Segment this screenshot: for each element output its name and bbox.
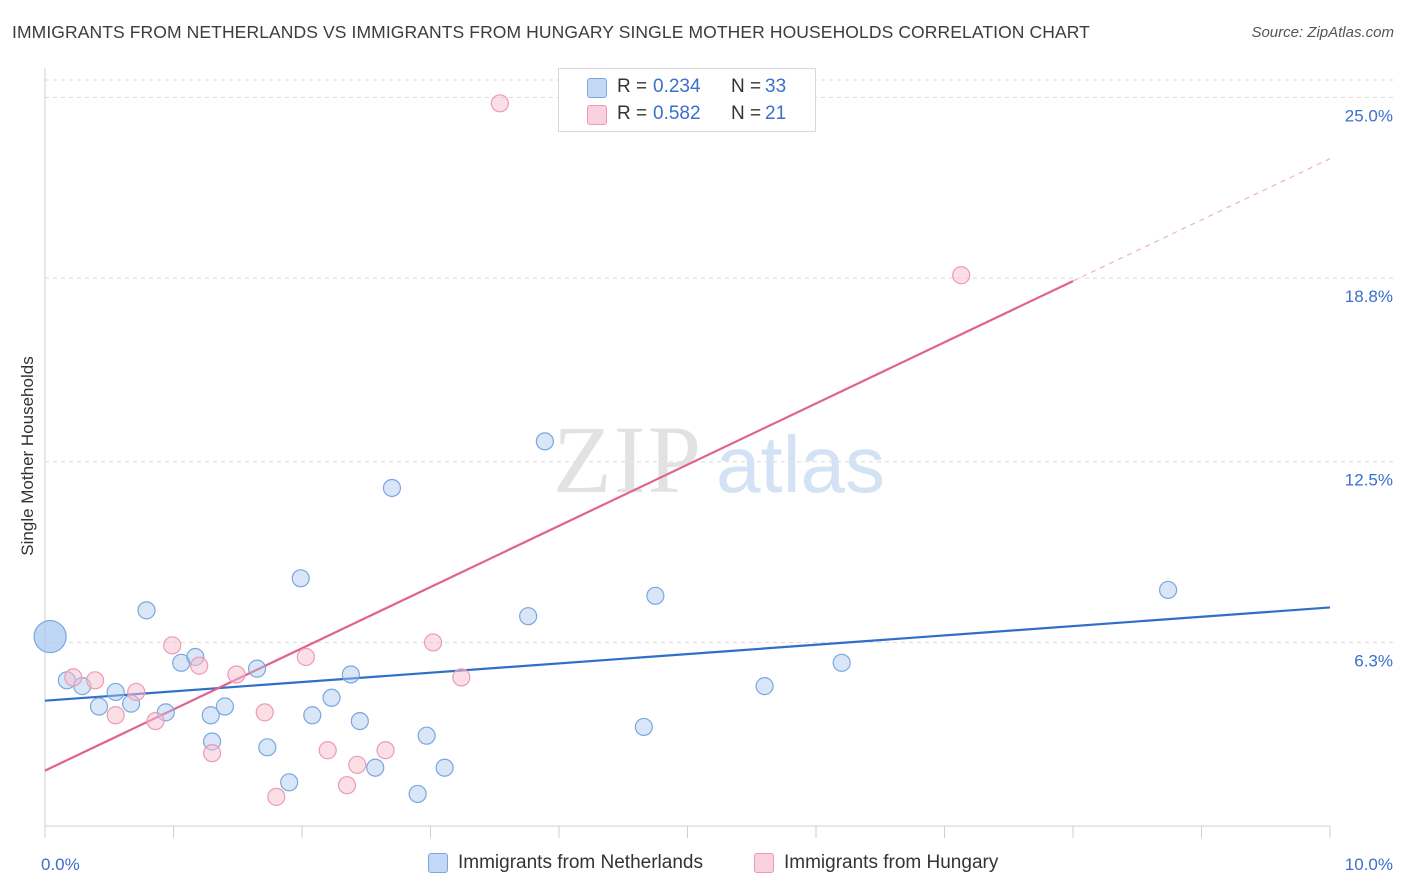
- netherlands-point: [417, 726, 436, 745]
- tick-labels: 6.3% 12.5% 18.8% 25.0% 0.0% 10.0%: [41, 106, 1393, 874]
- netherlands-legend-swatch: [428, 853, 448, 873]
- netherlands-point: [832, 653, 851, 672]
- hungary-trend-line: [44, 280, 1074, 772]
- hungary-r-label: R =: [617, 103, 648, 124]
- netherlands-trend-line: [44, 606, 1331, 702]
- hungary-point: [423, 633, 443, 652]
- netherlands-point: [519, 607, 538, 626]
- hungary-point: [227, 665, 246, 684]
- netherlands-n-label: N =: [731, 76, 762, 97]
- netherlands-point: [258, 738, 277, 757]
- netherlands-swatch: [587, 78, 607, 98]
- hungary-r-value: 0.582: [653, 103, 701, 124]
- data-points: [33, 94, 1178, 806]
- hungary-point: [190, 656, 209, 675]
- chart-title: IMMIGRANTS FROM NETHERLANDS VS IMMIGRANT…: [12, 22, 1090, 42]
- y-tick-label: 6.3%: [1354, 651, 1393, 670]
- netherlands-point: [341, 665, 360, 684]
- netherlands-r-value: 0.234: [653, 76, 701, 97]
- correlation-legend: R = 0.234 N = 33 R = 0.582 N = 21: [558, 68, 816, 132]
- axes: [44, 68, 1331, 838]
- netherlands-point: [291, 569, 310, 588]
- source-credit: Source: ZipAtlas.com: [1251, 24, 1394, 41]
- y-tick-label: 18.8%: [1345, 287, 1393, 306]
- netherlands-point: [755, 677, 774, 696]
- gridlines: [45, 79, 1395, 643]
- hungary-point: [490, 94, 509, 113]
- hungary-n-label: N =: [731, 103, 762, 124]
- netherlands-legend-label: Immigrants from Netherlands: [458, 852, 703, 873]
- hungary-point: [296, 647, 315, 667]
- hungary-point: [163, 636, 182, 655]
- watermark-atlas: atlas: [716, 420, 885, 509]
- y-tick-label: 12.5%: [1345, 471, 1393, 490]
- netherlands-point: [535, 432, 554, 451]
- netherlands-point: [1158, 580, 1178, 600]
- hungary-point: [106, 706, 125, 725]
- netherlands-point: [280, 773, 299, 792]
- netherlands-point: [634, 717, 653, 737]
- hungary-swatch: [587, 105, 607, 125]
- hungary-point: [337, 776, 357, 795]
- trend-lines: [44, 158, 1331, 772]
- x-tick-label-max: 10.0%: [1345, 855, 1393, 874]
- hungary-legend-swatch: [754, 853, 774, 873]
- netherlands-point: [33, 619, 67, 654]
- netherlands-n-value: 33: [765, 76, 787, 97]
- netherlands-point: [303, 706, 322, 725]
- netherlands-point: [247, 659, 267, 678]
- hungary-point: [267, 787, 286, 806]
- netherlands-point: [137, 601, 156, 620]
- netherlands-point: [201, 706, 220, 725]
- hungary-point: [202, 744, 222, 763]
- hungary-point: [318, 741, 337, 760]
- y-tick-label: 25.0%: [1345, 106, 1393, 125]
- hungary-point: [64, 668, 83, 687]
- hungary-n-value: 21: [765, 103, 787, 124]
- hungary-point: [127, 682, 146, 702]
- hungary-point: [146, 711, 165, 731]
- watermark: ZIP atlas: [553, 406, 885, 513]
- netherlands-point: [106, 682, 125, 702]
- hungary-point: [255, 703, 274, 722]
- netherlands-point: [322, 688, 341, 707]
- hungary-point: [452, 668, 471, 687]
- netherlands-r-label: R =: [617, 76, 648, 97]
- watermark-zip: ZIP: [553, 406, 703, 513]
- hungary-trend-extension: [1072, 158, 1331, 282]
- hungary-point: [348, 755, 367, 774]
- netherlands-point: [435, 758, 454, 777]
- netherlands-point: [646, 586, 665, 605]
- hungary-point: [952, 266, 971, 285]
- hungary-legend-label: Immigrants from Hungary: [784, 852, 999, 873]
- netherlands-point: [408, 784, 427, 804]
- netherlands-point: [89, 697, 109, 716]
- netherlands-point: [215, 697, 234, 716]
- x-tick-label-min: 0.0%: [41, 855, 80, 874]
- netherlands-point: [382, 478, 402, 498]
- y-axis-label: Single Mother Households: [18, 356, 37, 556]
- hungary-point: [376, 741, 395, 760]
- hungary-point: [86, 671, 105, 690]
- netherlands-point: [350, 711, 369, 731]
- netherlands-point: [366, 758, 385, 777]
